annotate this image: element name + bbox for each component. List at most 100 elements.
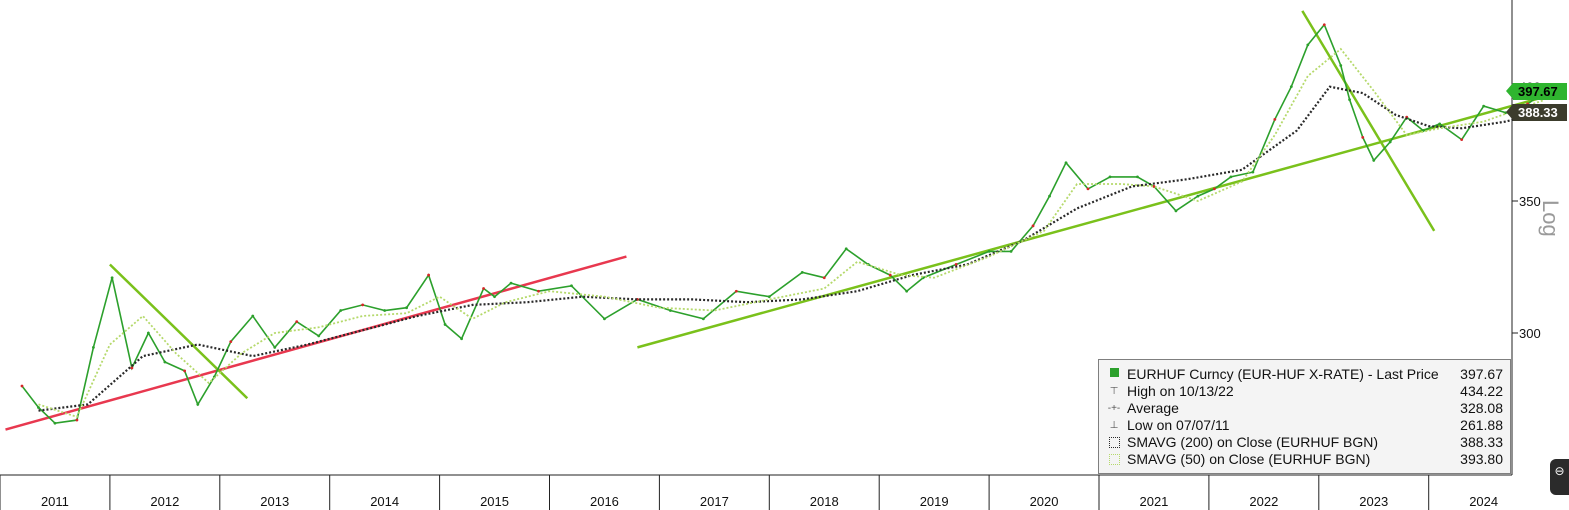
legend-entry-average: -+- Average 328.08 xyxy=(1099,400,1510,417)
price-point xyxy=(1009,249,1013,253)
x-tick-label: 2022 xyxy=(1249,494,1278,509)
x-tick-label: 2021 xyxy=(1139,494,1168,509)
legend-entry-low: ⊥ Low on 07/07/11 261.88 xyxy=(1099,417,1510,434)
legend-entry-smavg200: SMAVG (200) on Close (EURHUF BGN) 388.33 xyxy=(1099,434,1510,451)
price-point xyxy=(509,281,513,285)
price-point xyxy=(1322,23,1326,27)
price-point xyxy=(905,289,909,293)
trendline-red-support xyxy=(5,255,627,431)
trendline-green-resistance-2022 xyxy=(1301,10,1436,232)
price-point xyxy=(1196,194,1200,198)
price-point xyxy=(1306,43,1310,47)
legend-value: 397.67 xyxy=(1460,366,1503,382)
dotted-square-icon xyxy=(1107,452,1121,467)
x-tick-label: 2024 xyxy=(1469,494,1498,509)
average-marker-icon: -+- xyxy=(1107,403,1121,414)
price-point xyxy=(1482,104,1486,108)
price-point xyxy=(1388,140,1392,144)
price-point xyxy=(295,320,299,324)
price-point xyxy=(53,421,57,425)
price-point xyxy=(987,249,991,253)
x-tick-label: 2015 xyxy=(480,494,509,509)
price-point xyxy=(888,273,892,277)
smavg200-badge: 388.33 xyxy=(1506,103,1567,121)
legend: EURHUF Curncy (EUR-HUF X-RATE) - Last Pr… xyxy=(1098,359,1511,474)
series-lines xyxy=(20,23,1546,425)
high-marker-icon: ⊤ xyxy=(1109,386,1119,397)
legend-entry-smavg50: SMAVG (50) on Close (EURHUF BGN) 393.80 xyxy=(1099,451,1510,468)
x-tick-label: 2019 xyxy=(920,494,949,509)
price-point xyxy=(20,384,24,388)
x-tick-label: 2018 xyxy=(810,494,839,509)
legend-label: EURHUF Curncy (EUR-HUF X-RATE) - Last Pr… xyxy=(1127,366,1439,382)
price-point xyxy=(1229,175,1233,179)
price-point xyxy=(75,418,79,422)
legend-value: 261.88 xyxy=(1460,417,1503,433)
price-point xyxy=(130,366,134,370)
price-point xyxy=(800,271,804,274)
price-point xyxy=(229,340,233,344)
price-point xyxy=(493,295,496,299)
price-point xyxy=(1339,64,1343,67)
price-point xyxy=(1273,117,1277,121)
price-point xyxy=(1460,138,1464,142)
price-point xyxy=(668,309,672,312)
x-tick-label: 2013 xyxy=(260,494,289,509)
price-point xyxy=(196,403,200,406)
price-point xyxy=(1361,135,1365,139)
price-point xyxy=(1064,161,1068,165)
legend-value: 328.08 xyxy=(1460,400,1503,416)
price-point xyxy=(273,345,277,349)
price-point xyxy=(1031,224,1035,228)
price-point xyxy=(183,369,187,373)
price-point xyxy=(1348,98,1351,101)
price-point xyxy=(537,289,540,293)
price-point xyxy=(1251,170,1255,174)
legend-label: SMAVG (50) on Close (EURHUF BGN) xyxy=(1127,451,1371,467)
low-marker-icon: ⊥ xyxy=(1109,420,1119,431)
series-line-0 xyxy=(21,23,1545,425)
series-line-2 xyxy=(38,47,1545,419)
price-point xyxy=(383,309,387,312)
y-tick-label: 350 xyxy=(1519,194,1541,209)
x-tick-label: 2020 xyxy=(1030,494,1059,509)
legend-entry-high: ⊤ High on 10/13/22 434.22 xyxy=(1099,383,1510,400)
x-tick-label: 2017 xyxy=(700,494,729,509)
price-point xyxy=(110,276,114,280)
price-point xyxy=(844,247,848,251)
legend-value: 388.33 xyxy=(1460,434,1503,450)
dotted-square-icon xyxy=(1107,435,1121,450)
legend-label: SMAVG (200) on Close (EURHUF BGN) xyxy=(1127,434,1379,450)
price-point xyxy=(1136,175,1139,179)
price-point xyxy=(1152,185,1156,188)
price-point xyxy=(1086,187,1090,191)
log-scale-label: Log xyxy=(1538,200,1563,237)
price-point xyxy=(1372,158,1376,162)
price-point xyxy=(37,406,40,409)
price-point xyxy=(1108,175,1112,179)
legend-value: 393.80 xyxy=(1460,451,1503,467)
price-point xyxy=(361,303,365,307)
price-point xyxy=(822,276,826,280)
chart-menu-button[interactable]: ⊖ xyxy=(1550,459,1569,495)
price-point xyxy=(734,289,738,293)
legend-value: 434.22 xyxy=(1460,383,1503,399)
price-point xyxy=(251,314,255,318)
price-point xyxy=(1438,122,1442,126)
legend-label: Low on 07/07/11 xyxy=(1127,417,1230,433)
legend-entry-last-price: EURHUF Curncy (EUR-HUF X-RATE) - Last Pr… xyxy=(1099,366,1510,383)
price-point xyxy=(146,331,150,335)
price-point xyxy=(1174,209,1178,213)
price-point xyxy=(460,337,463,341)
last-price-badge: 397.67 xyxy=(1506,83,1567,101)
price-point xyxy=(701,317,705,321)
price-point xyxy=(317,334,321,338)
trendline-green-resistance-2012 xyxy=(109,263,249,400)
y-tick-label: 300 xyxy=(1519,326,1541,341)
legend-label: High on 10/13/22 xyxy=(1127,383,1234,399)
price-point xyxy=(954,263,958,266)
x-tick-label: 2011 xyxy=(41,494,69,509)
price-point xyxy=(405,306,409,310)
legend-label: Average xyxy=(1127,400,1179,416)
price-point xyxy=(603,317,606,321)
